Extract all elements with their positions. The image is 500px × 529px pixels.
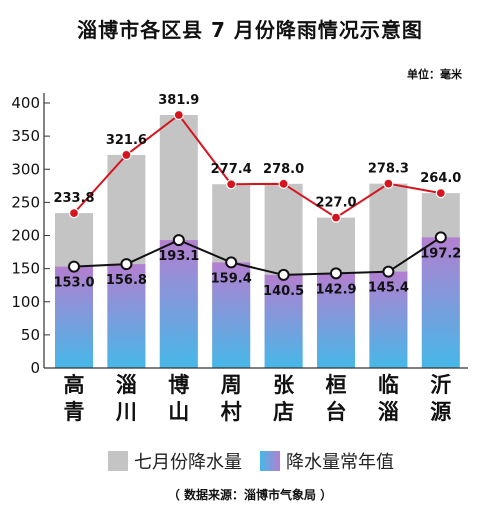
bar-normal: [107, 264, 146, 368]
bar-normal: [369, 271, 408, 368]
point-normal: [434, 231, 447, 244]
x-tick-label: 淄川: [115, 373, 137, 424]
data-label-normal: 142.9: [315, 282, 356, 297]
data-label-normal: 193.1: [158, 249, 199, 264]
y-tick-label: 200: [11, 227, 40, 245]
x-tick-label: 临淄: [378, 373, 399, 424]
x-tick-label: 博山: [168, 373, 189, 424]
point-normal: [277, 268, 290, 281]
data-label-total: 277.4: [211, 162, 252, 177]
bar-normal: [159, 240, 198, 368]
legend-label-total: 七月份降水量: [134, 452, 242, 473]
x-tick-label: 张店: [273, 373, 295, 424]
y-tick-label: 350: [11, 127, 40, 145]
data-label-total: 278.3: [368, 162, 409, 177]
y-tick-label: 250: [11, 193, 40, 211]
point-total: [121, 149, 132, 161]
data-label-total: 321.6: [106, 133, 147, 148]
point-normal: [225, 256, 238, 269]
data-label-total: 233.8: [53, 191, 94, 206]
line-normal: [73, 236, 442, 276]
data-label-normal: 145.4: [368, 281, 409, 296]
legend-swatch-total: [108, 451, 128, 471]
point-total: [330, 212, 342, 223]
point-normal: [382, 265, 395, 278]
x-tick-label: 高青: [64, 373, 85, 424]
bar-normal: [212, 262, 251, 368]
y-tick-label: 100: [11, 293, 40, 311]
bar-normal: [317, 273, 355, 368]
point-total: [68, 208, 80, 219]
line-total: [73, 113, 441, 219]
point-normal: [120, 258, 133, 271]
unit-label: 单位：毫米: [407, 68, 462, 81]
data-label-total: 278.0: [263, 162, 304, 177]
legend-item-normal: 降水量常年值: [260, 448, 394, 474]
chart-plot: 0 50 100 150 200 250 300 350 400 233.8 321.6 381.9…: [11, 93, 468, 424]
y-tick-label: 400: [11, 94, 40, 112]
point-total: [383, 178, 394, 189]
point-total: [435, 188, 446, 199]
x-tick-label: 桓台: [326, 373, 347, 424]
data-label-normal: 140.5: [263, 284, 304, 299]
legend-swatch-normal: [260, 451, 280, 471]
point-normal: [172, 234, 185, 247]
bar-normal: [55, 266, 93, 368]
bar-normal: [421, 237, 460, 368]
y-tick-label: 150: [11, 260, 40, 278]
x-tick-label: 周村: [221, 373, 242, 424]
y-tick-label: 0: [30, 359, 40, 377]
chart-title: 淄博市各区县 7 月份降雨情况示意图: [77, 18, 423, 42]
data-label-total: 381.9: [158, 93, 199, 108]
point-normal: [330, 267, 342, 280]
data-label-total: 264.0: [420, 171, 461, 186]
point-total: [173, 109, 184, 121]
legend-item-total: 七月份降水量: [108, 448, 242, 474]
data-label-normal: 197.2: [420, 246, 461, 261]
point-total: [226, 179, 237, 190]
x-tick-label: 沂源: [430, 373, 451, 424]
y-tick-label: 50: [21, 326, 40, 344]
data-label-total: 227.0: [315, 196, 356, 211]
data-label-normal: 153.0: [53, 276, 94, 291]
point-total: [278, 178, 289, 189]
data-label-normal: 159.4: [211, 271, 252, 286]
source-label: （ 数据来源：淄博市气象局 ）: [167, 488, 333, 502]
data-label-normal: 156.8: [106, 273, 147, 288]
y-tick-label: 300: [11, 160, 40, 178]
legend-label-normal: 降水量常年值: [286, 452, 394, 473]
bar-normal: [264, 274, 303, 368]
point-normal: [68, 260, 80, 273]
legend: 七月份降水量 降水量常年值: [108, 448, 412, 474]
